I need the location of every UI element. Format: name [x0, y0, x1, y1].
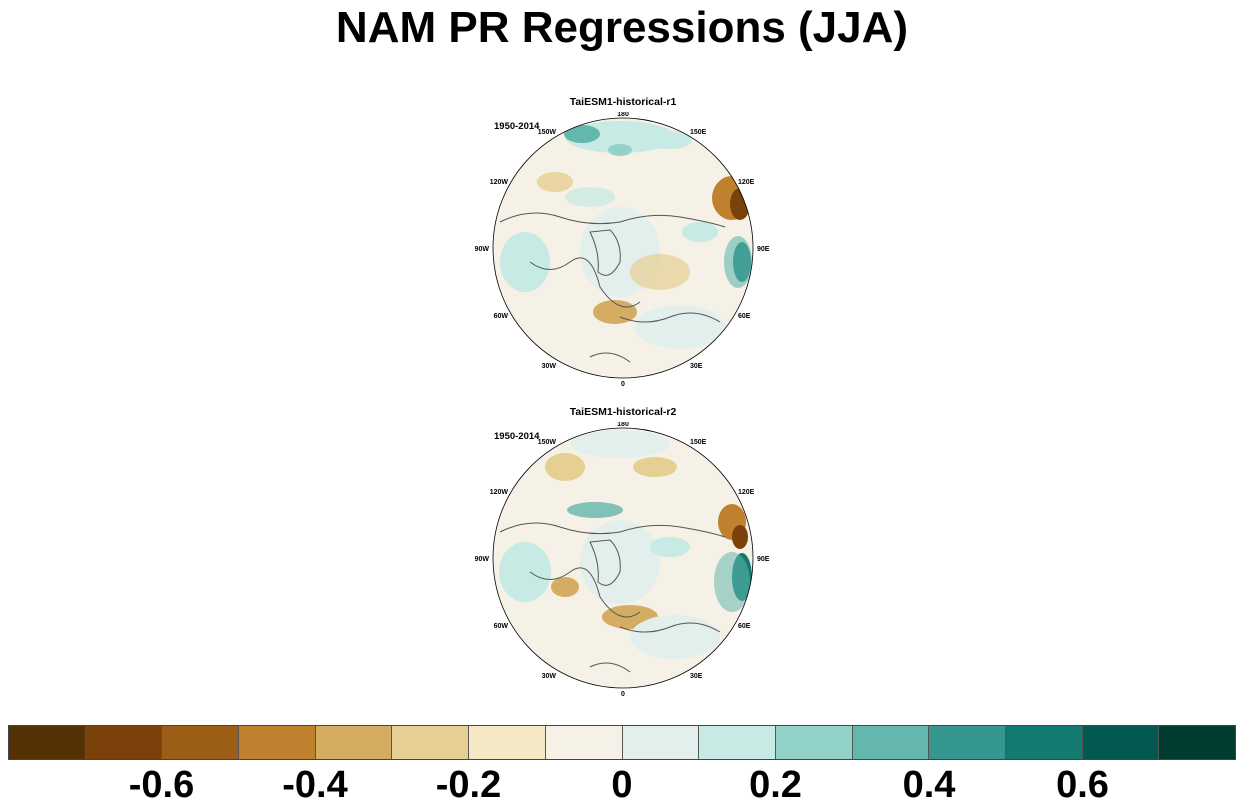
lon-label-0: 0 [621, 381, 625, 388]
map-panel-r2: TaiESM1-historical-r2 1950-2014 [470, 406, 776, 706]
colorbar-box [469, 726, 546, 759]
lon-label-60e: 60E [738, 623, 751, 630]
colorbar-label: 0.4 [902, 764, 956, 806]
lon-label-150e: 150E [690, 439, 707, 446]
lon-label-150w: 150W [538, 129, 557, 136]
colorbar-box [162, 726, 240, 759]
panel-title: TaiESM1-historical-r1 [569, 96, 677, 108]
lon-label-180: 180 [617, 112, 629, 118]
colorbar-box [1159, 726, 1235, 759]
colorbar-label: -0.2 [435, 764, 502, 806]
map-panel-r1: TaiESM1-historical-r1 1950-2014 [470, 96, 776, 396]
colorbar-box [239, 726, 316, 759]
colorbar-label: 0.2 [749, 764, 802, 806]
lon-label-120w: 120W [490, 179, 509, 186]
colorbar-box [852, 726, 930, 759]
map-boundary [492, 117, 754, 379]
colorbar-label: 0.6 [1056, 764, 1109, 806]
map-boundary [492, 427, 754, 689]
lon-label-30e: 30E [690, 673, 703, 680]
colorbar-box [1082, 726, 1160, 759]
lon-label-0: 0 [621, 691, 625, 698]
lon-label-30w: 30W [542, 673, 557, 680]
lon-label-150e: 150E [690, 129, 707, 136]
colorbar-label: -0.6 [128, 764, 195, 806]
lon-label-180: 180 [617, 422, 629, 428]
longitude-labels: 180 150E 120E 90E 60E 30E 0 30W 60W 90W … [475, 422, 770, 698]
polar-map: 180 150E 120E 90E 60E 30E 0 30W 60W 90W … [475, 422, 770, 698]
colorbar-labels: -0.6 -0.4 -0.2 0 0.2 0.4 0.6 [0, 764, 1244, 808]
lon-label-120e: 120E [738, 489, 755, 496]
lon-label-120e: 120E [738, 179, 755, 186]
precip-field [493, 118, 753, 378]
lon-label-60e: 60E [738, 313, 751, 320]
colorbar-box [699, 726, 776, 759]
colorbar-label: -0.4 [282, 764, 348, 806]
colorbar-box [1005, 726, 1083, 759]
colorbar-box [622, 726, 700, 759]
colorbar [8, 725, 1236, 760]
precip-field [493, 428, 753, 688]
colorbar-box [929, 726, 1006, 759]
colorbar-box [315, 726, 393, 759]
colorbar-label: 0 [611, 764, 633, 806]
panel-period: 1950-2014 [494, 431, 540, 442]
colorbar-box [85, 726, 163, 759]
lon-label-150w: 150W [538, 439, 557, 446]
lon-label-30e: 30E [690, 363, 703, 370]
lon-label-60w: 60W [494, 313, 509, 320]
lon-label-30w: 30W [542, 363, 557, 370]
figure-title: NAM PR Regressions (JJA) [335, 3, 909, 52]
colorbar-box [9, 726, 86, 759]
longitude-labels: 180 150E 120E 90E 60E 30E 0 30W 60W 90W … [475, 112, 770, 388]
lon-label-90w: 90W [475, 556, 490, 563]
lon-label-90e: 90E [757, 556, 770, 563]
colorbar-box [775, 726, 853, 759]
lon-label-90w: 90W [475, 246, 490, 253]
panel-period: 1950-2014 [494, 121, 540, 132]
lon-label-90e: 90E [757, 246, 770, 253]
colorbar-box [392, 726, 470, 759]
polar-map: 180 150E 120E 90E 60E 30E 0 30W 60W 90W … [475, 112, 770, 388]
panel-title: TaiESM1-historical-r2 [569, 406, 677, 418]
colorbar-box [545, 726, 623, 759]
lon-label-60w: 60W [494, 623, 509, 630]
lon-label-120w: 120W [490, 489, 509, 496]
